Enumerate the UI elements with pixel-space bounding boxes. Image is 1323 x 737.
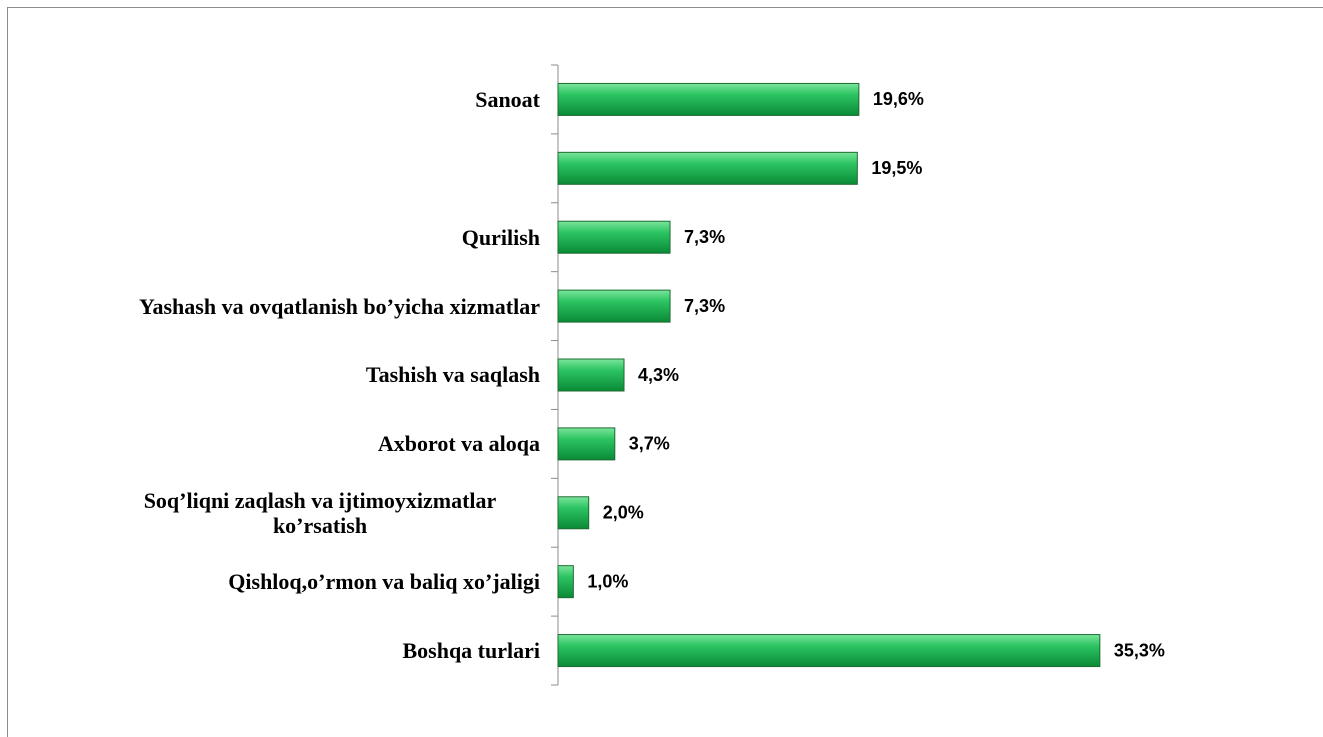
value-label: 3,7% bbox=[629, 434, 670, 454]
category-label: Soq’liqni zaqlash va ijtimoyxizmatlar ko… bbox=[40, 478, 540, 547]
value-label: 7,3% bbox=[684, 227, 725, 247]
category-text: Tashish va saqlash bbox=[365, 362, 540, 388]
bar bbox=[557, 151, 858, 185]
category-label: Tashish va saqlash bbox=[40, 341, 540, 410]
bar bbox=[557, 565, 574, 599]
category-text: Soq’liqni zaqlash va ijtimoyxizmatlar ko… bbox=[143, 487, 497, 538]
category-text: Qurilish bbox=[461, 224, 540, 250]
value-label: 35,3% bbox=[1114, 640, 1165, 660]
category-text: Yashash va ovqatlanish bo’yicha xizmatla… bbox=[139, 293, 540, 319]
value-label: 4,3% bbox=[638, 365, 679, 385]
category-label: Qishloq,o’rmon va baliq xo’jaligi bbox=[40, 547, 540, 616]
value-label: 1,0% bbox=[587, 571, 628, 591]
category-text: Axborot va aloqa bbox=[377, 431, 540, 457]
bar bbox=[557, 82, 860, 116]
value-label: 19,5% bbox=[871, 158, 922, 178]
category-label: Boshqa turlari bbox=[40, 616, 540, 685]
category-text: Boshqa turlari bbox=[402, 638, 540, 664]
category-label: Yashash va ovqatlanish bo’yicha xizmatla… bbox=[40, 272, 540, 341]
bar bbox=[557, 427, 616, 461]
category-label: Axborot va aloqa bbox=[40, 409, 540, 478]
frame bbox=[7, 7, 1323, 737]
bar bbox=[557, 634, 1101, 668]
category-text: Sanoat bbox=[475, 86, 540, 112]
category-label: Qurilish bbox=[40, 203, 540, 272]
bar bbox=[557, 220, 671, 254]
category-text: Qishloq,o’rmon va baliq xo’jaligi bbox=[228, 569, 540, 595]
bar bbox=[557, 289, 671, 323]
value-label: 2,0% bbox=[603, 503, 644, 523]
value-label: 7,3% bbox=[684, 296, 725, 316]
value-label: 19,6% bbox=[873, 89, 924, 109]
category-label: Sanoat bbox=[40, 65, 540, 134]
bar bbox=[557, 358, 625, 392]
bar bbox=[557, 496, 590, 530]
